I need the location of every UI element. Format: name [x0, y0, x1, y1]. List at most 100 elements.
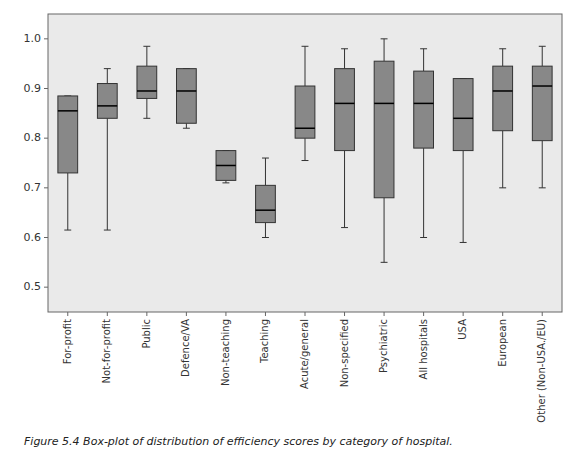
- y-tick: [44, 88, 48, 89]
- median-line: [137, 90, 157, 92]
- lower-whisker: [384, 198, 385, 263]
- median-line: [374, 103, 394, 105]
- upper-cap: [302, 46, 309, 47]
- lower-cap: [262, 237, 269, 238]
- lower-whisker: [463, 151, 464, 243]
- lower-whisker: [67, 173, 68, 230]
- lower-whisker: [146, 98, 147, 118]
- box: [137, 66, 157, 98]
- plot-frame: [48, 14, 562, 312]
- median-line: [335, 103, 355, 105]
- y-tick: [44, 138, 48, 139]
- lower-cap: [64, 230, 71, 231]
- lower-cap: [104, 230, 111, 231]
- upper-whisker: [107, 69, 108, 84]
- x-tick-label: USA: [457, 319, 468, 340]
- y-tick-label: 0.8: [24, 131, 42, 144]
- median-line: [216, 165, 236, 167]
- lower-cap: [499, 187, 506, 188]
- x-tick-label: European: [497, 319, 508, 367]
- y-tick: [44, 237, 48, 238]
- x-tick: [225, 312, 226, 316]
- box: [216, 151, 236, 181]
- x-tick-label: Non-specified: [339, 319, 350, 387]
- lower-whisker: [107, 118, 108, 230]
- lower-cap: [302, 160, 309, 161]
- median-line: [256, 209, 276, 211]
- y-tick-label: 1.0: [24, 32, 42, 45]
- box: [58, 96, 78, 173]
- x-tick: [423, 312, 424, 316]
- chart-container: 0.50.60.70.80.91.0For-profitNot-for-prof…: [0, 0, 571, 455]
- median-line: [295, 127, 315, 129]
- upper-cap: [262, 158, 269, 159]
- x-tick: [146, 312, 147, 316]
- x-tick-label: Teaching: [259, 319, 270, 364]
- box: [256, 185, 276, 222]
- y-tick-label: 0.9: [24, 82, 42, 95]
- lower-whisker: [502, 131, 503, 188]
- box: [335, 69, 355, 151]
- lower-cap: [222, 182, 229, 183]
- median-line: [177, 90, 197, 92]
- y-tick-label: 0.6: [24, 231, 42, 244]
- x-tick-label: Non-teaching: [220, 319, 231, 386]
- y-tick-label: 0.7: [24, 181, 42, 194]
- lower-cap: [183, 128, 190, 129]
- box: [493, 66, 513, 131]
- upper-cap: [341, 48, 348, 49]
- median-line: [97, 105, 117, 107]
- lower-cap: [381, 262, 388, 263]
- lower-cap: [143, 118, 150, 119]
- x-tick: [542, 312, 543, 316]
- upper-cap: [499, 48, 506, 49]
- x-tick: [502, 312, 503, 316]
- median-line: [58, 110, 78, 112]
- x-tick: [463, 312, 464, 316]
- x-tick-label: Acute/general: [299, 319, 310, 389]
- upper-cap: [420, 48, 427, 49]
- boxes: [58, 39, 552, 263]
- box: [414, 71, 434, 148]
- box: [97, 84, 117, 119]
- x-tick: [186, 312, 187, 316]
- upper-whisker: [305, 46, 306, 86]
- upper-cap: [143, 46, 150, 47]
- upper-cap: [104, 68, 111, 69]
- lower-cap: [341, 227, 348, 228]
- x-tick-label: All hospitals: [418, 319, 429, 379]
- box: [453, 79, 473, 151]
- y-tick: [44, 287, 48, 288]
- box: [177, 69, 197, 124]
- lower-whisker: [542, 141, 543, 188]
- upper-whisker: [344, 49, 345, 69]
- x-tick: [265, 312, 266, 316]
- box: [532, 66, 552, 140]
- lower-whisker: [265, 223, 266, 238]
- upper-whisker: [502, 49, 503, 66]
- upper-whisker: [384, 39, 385, 61]
- x-tick: [305, 312, 306, 316]
- x-tick: [107, 312, 108, 316]
- lower-whisker: [186, 123, 187, 128]
- box: [295, 86, 315, 138]
- upper-whisker: [542, 46, 543, 66]
- y-tick: [44, 187, 48, 188]
- x-tick: [384, 312, 385, 316]
- lower-cap: [420, 237, 427, 238]
- x-tick-label: Other (Non-USA./EU): [536, 319, 547, 423]
- upper-whisker: [146, 46, 147, 66]
- upper-whisker: [423, 49, 424, 71]
- y-tick: [44, 38, 48, 39]
- median-line: [493, 90, 513, 92]
- median-line: [453, 118, 473, 120]
- x-tick-label: For-profit: [62, 319, 73, 364]
- lower-whisker: [423, 148, 424, 237]
- upper-cap: [381, 38, 388, 39]
- caption: Figure 5.4 Box-plot of distribution of e…: [24, 435, 453, 448]
- lower-cap: [539, 187, 546, 188]
- x-tick: [344, 312, 345, 316]
- chart: 0.50.60.70.80.91.0For-profitNot-for-prof…: [0, 0, 571, 455]
- upper-whisker: [265, 158, 266, 185]
- median-line: [532, 85, 552, 87]
